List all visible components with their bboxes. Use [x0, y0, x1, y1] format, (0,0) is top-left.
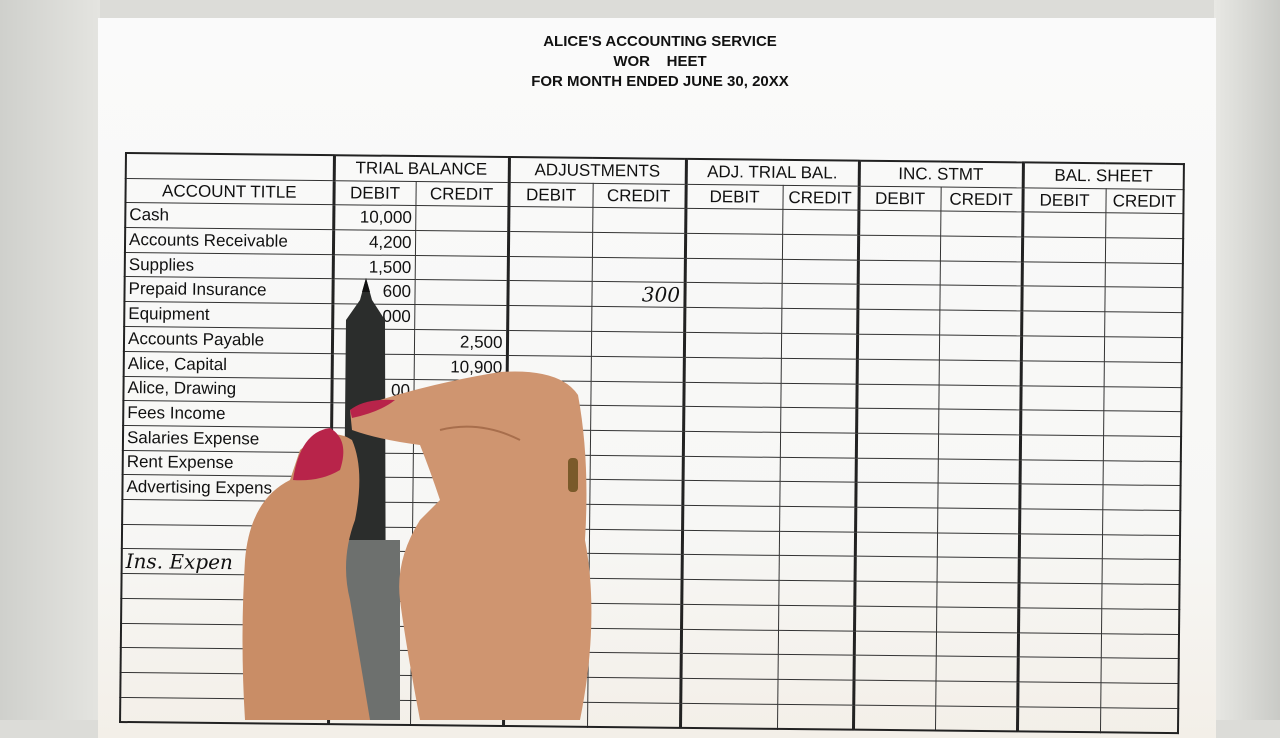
- hand-icon: [242, 371, 592, 720]
- hand-with-pen: [242, 278, 592, 720]
- period-line: FOR MONTH ENDED JUNE 30, 20XX: [531, 73, 789, 90]
- company-name: ALICE'S ACCOUNTING SERVICE: [543, 33, 777, 50]
- worksheet-title: WOR HEET: [613, 53, 707, 70]
- background-left: [0, 0, 100, 720]
- background-right: [1214, 0, 1280, 720]
- worksheet-heading: ALICE'S ACCOUNTING SERVICE WOR HEET FOR …: [410, 32, 910, 92]
